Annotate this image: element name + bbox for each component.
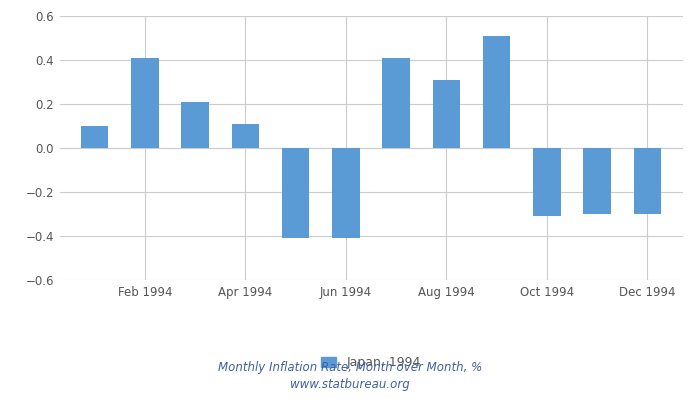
Bar — [634, 148, 661, 214]
Bar — [533, 148, 561, 216]
Bar — [282, 148, 309, 238]
Text: Monthly Inflation Rate, Month over Month, %: Monthly Inflation Rate, Month over Month… — [218, 361, 482, 374]
Bar — [332, 148, 360, 238]
Bar — [382, 58, 410, 148]
Legend: Japan, 1994: Japan, 1994 — [316, 351, 426, 374]
Bar — [583, 148, 611, 214]
Bar — [433, 80, 460, 148]
Bar — [181, 102, 209, 148]
Bar — [131, 58, 159, 148]
Bar — [483, 36, 510, 148]
Bar — [232, 124, 259, 148]
Bar — [81, 126, 108, 148]
Text: www.statbureau.org: www.statbureau.org — [290, 378, 410, 391]
